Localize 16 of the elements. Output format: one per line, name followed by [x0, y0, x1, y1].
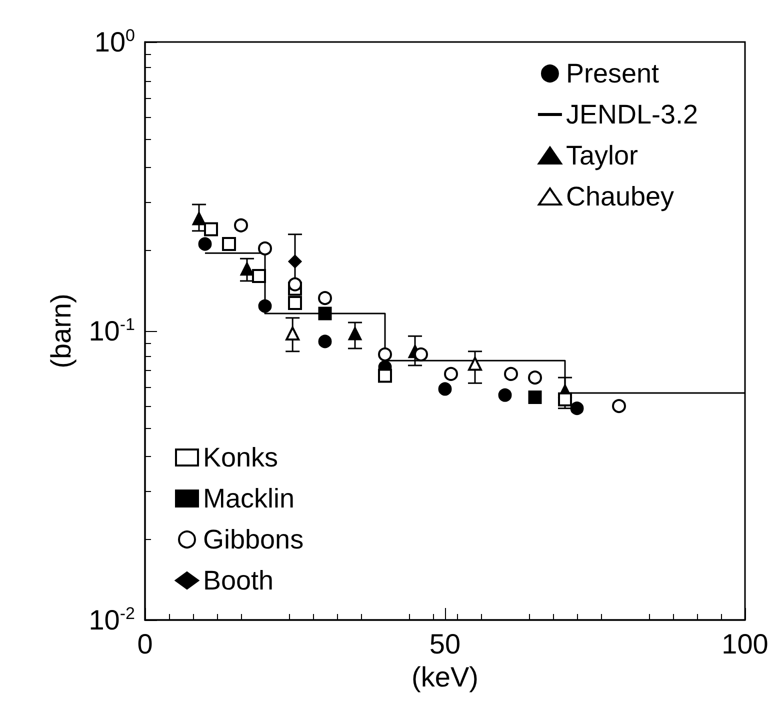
x-tick-label: 0	[137, 628, 153, 660]
y-tick-label: 10$^{-1}$	[88, 315, 135, 347]
legend-label: Chaubey	[566, 182, 675, 212]
legend-label: Gibbons	[203, 524, 304, 554]
legend-label: JENDL-3.2	[566, 100, 698, 130]
x-tick-label: 50	[429, 628, 461, 660]
y-axis-title: (barn)	[46, 294, 76, 368]
y-tick-label: 10$^{-2}$	[88, 604, 135, 636]
legend-label: Present	[566, 58, 660, 88]
legend-label: Booth	[203, 566, 274, 596]
x-tick-label: 100	[722, 628, 768, 660]
legend-label: Taylor	[566, 140, 638, 170]
y-tick-label: 10$^{0}$	[94, 26, 135, 58]
x-axis-title: (keV)	[412, 661, 478, 692]
legend-label: Macklin	[203, 484, 295, 514]
legend-label: Konks	[203, 442, 278, 472]
